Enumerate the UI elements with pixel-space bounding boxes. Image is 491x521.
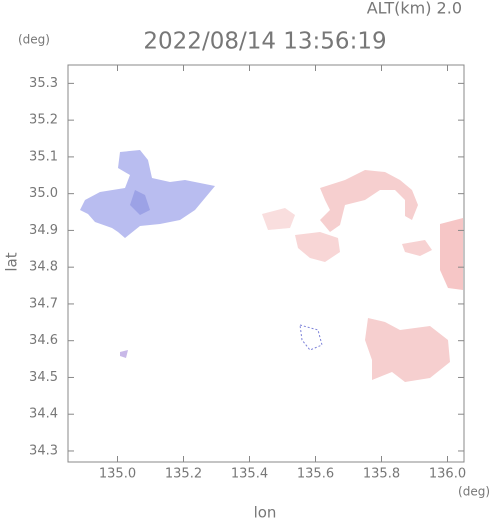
echo-scatter (299, 324, 323, 351)
x-tick-label: 135.0 (99, 467, 136, 482)
chart-title: 2022/08/14 13:56:19 (143, 29, 386, 55)
y-tick-label: 34.5 (29, 370, 58, 385)
echo-receding (440, 218, 463, 290)
y-tick-label: 34.7 (29, 296, 58, 311)
echo-receding (365, 318, 450, 382)
x-tick-label: 135.6 (297, 467, 334, 482)
x-tick-label: 135.8 (363, 467, 400, 482)
y-tick-label: 35.3 (29, 76, 58, 91)
x-tick-label: 135.2 (165, 467, 202, 482)
y-tick-label: 34.3 (29, 443, 58, 458)
y-tick-label: 35.0 (29, 186, 58, 201)
x-axis-label: lon (254, 504, 277, 521)
y-axis-label: lat (3, 252, 21, 271)
echo-receding (402, 240, 432, 256)
y-tick-label: 34.8 (29, 260, 58, 275)
echo-receding (262, 208, 295, 230)
y-unit: (deg) (18, 33, 50, 47)
plot-frame (67, 64, 465, 463)
x-tick-label: 135.4 (231, 467, 268, 482)
y-tick-label: 35.1 (29, 149, 58, 164)
echoes (80, 150, 463, 382)
x-tick-label: 136.0 (429, 467, 466, 482)
y-tick-label: 34.4 (29, 407, 58, 422)
echo-receding (320, 170, 418, 232)
altitude-label: ALT(km) 2.0 (367, 0, 462, 18)
echo-receding (295, 232, 340, 262)
x-unit: (deg) (458, 485, 490, 499)
echo-approaching (80, 150, 215, 238)
y-tick-label: 34.6 (29, 333, 58, 348)
y-tick-label: 35.2 (29, 113, 58, 128)
echo-small (120, 350, 128, 358)
y-tick-label: 34.9 (29, 223, 58, 238)
echo-core (130, 190, 150, 215)
